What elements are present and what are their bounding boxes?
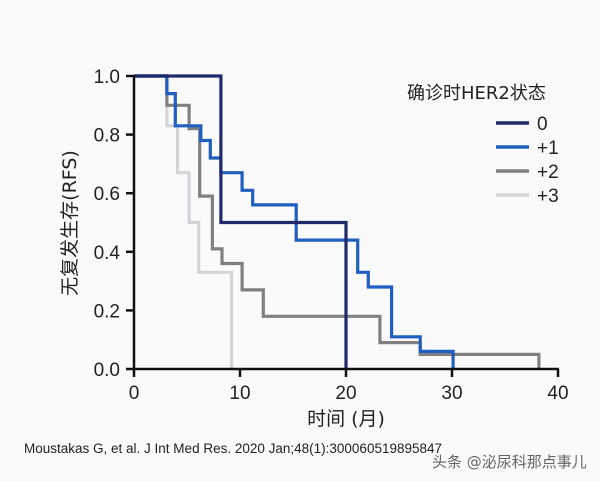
- legend-label: 0: [537, 114, 548, 135]
- plot-series: [134, 74, 541, 369]
- series-plus1-line: [134, 74, 455, 369]
- y-tick-label: 0.4: [94, 243, 121, 264]
- y-tick-label: 1.0: [94, 67, 120, 88]
- y-tick-label: 0.6: [94, 184, 120, 205]
- x-axis-title: 时间 (月): [307, 408, 385, 430]
- citation: Moustakas G, et al. J Int Med Res. 2020 …: [24, 441, 443, 456]
- legend: 确诊时HER2状态 0 +1 +2 +3: [407, 83, 559, 207]
- series-0-line: [134, 74, 348, 369]
- y-tick-label: 0.0: [94, 360, 120, 381]
- y-tick-label: 0.8: [94, 126, 120, 147]
- series-plus2-line: [134, 74, 541, 369]
- x-tick-label: 20: [335, 383, 356, 404]
- y-axis-title: 无复发生存(RFS): [59, 150, 81, 296]
- legend-label: +3: [537, 186, 559, 207]
- x-tick-label: 10: [229, 383, 250, 404]
- legend-label: +2: [537, 162, 559, 183]
- legend-label: +1: [537, 138, 559, 159]
- watermark: 头条 @泌尿科那点事儿: [432, 453, 587, 471]
- x-tick-label: 0: [129, 383, 140, 404]
- axes: 0 10 20 30 40 0.0 0.2 0.4 0.6 0.8 1.0: [94, 67, 569, 404]
- series-plus3-line: [134, 74, 234, 369]
- y-tick-label: 0.2: [94, 301, 120, 322]
- x-tick-label: 40: [547, 383, 568, 404]
- legend-title: 确诊时HER2状态: [407, 83, 546, 104]
- x-tick-label: 30: [441, 383, 462, 404]
- km-survival-chart: 0 10 20 30 40 0.0 0.2 0.4 0.6 0.8 1.0 无复发生存(RFS) 时…: [59, 67, 569, 430]
